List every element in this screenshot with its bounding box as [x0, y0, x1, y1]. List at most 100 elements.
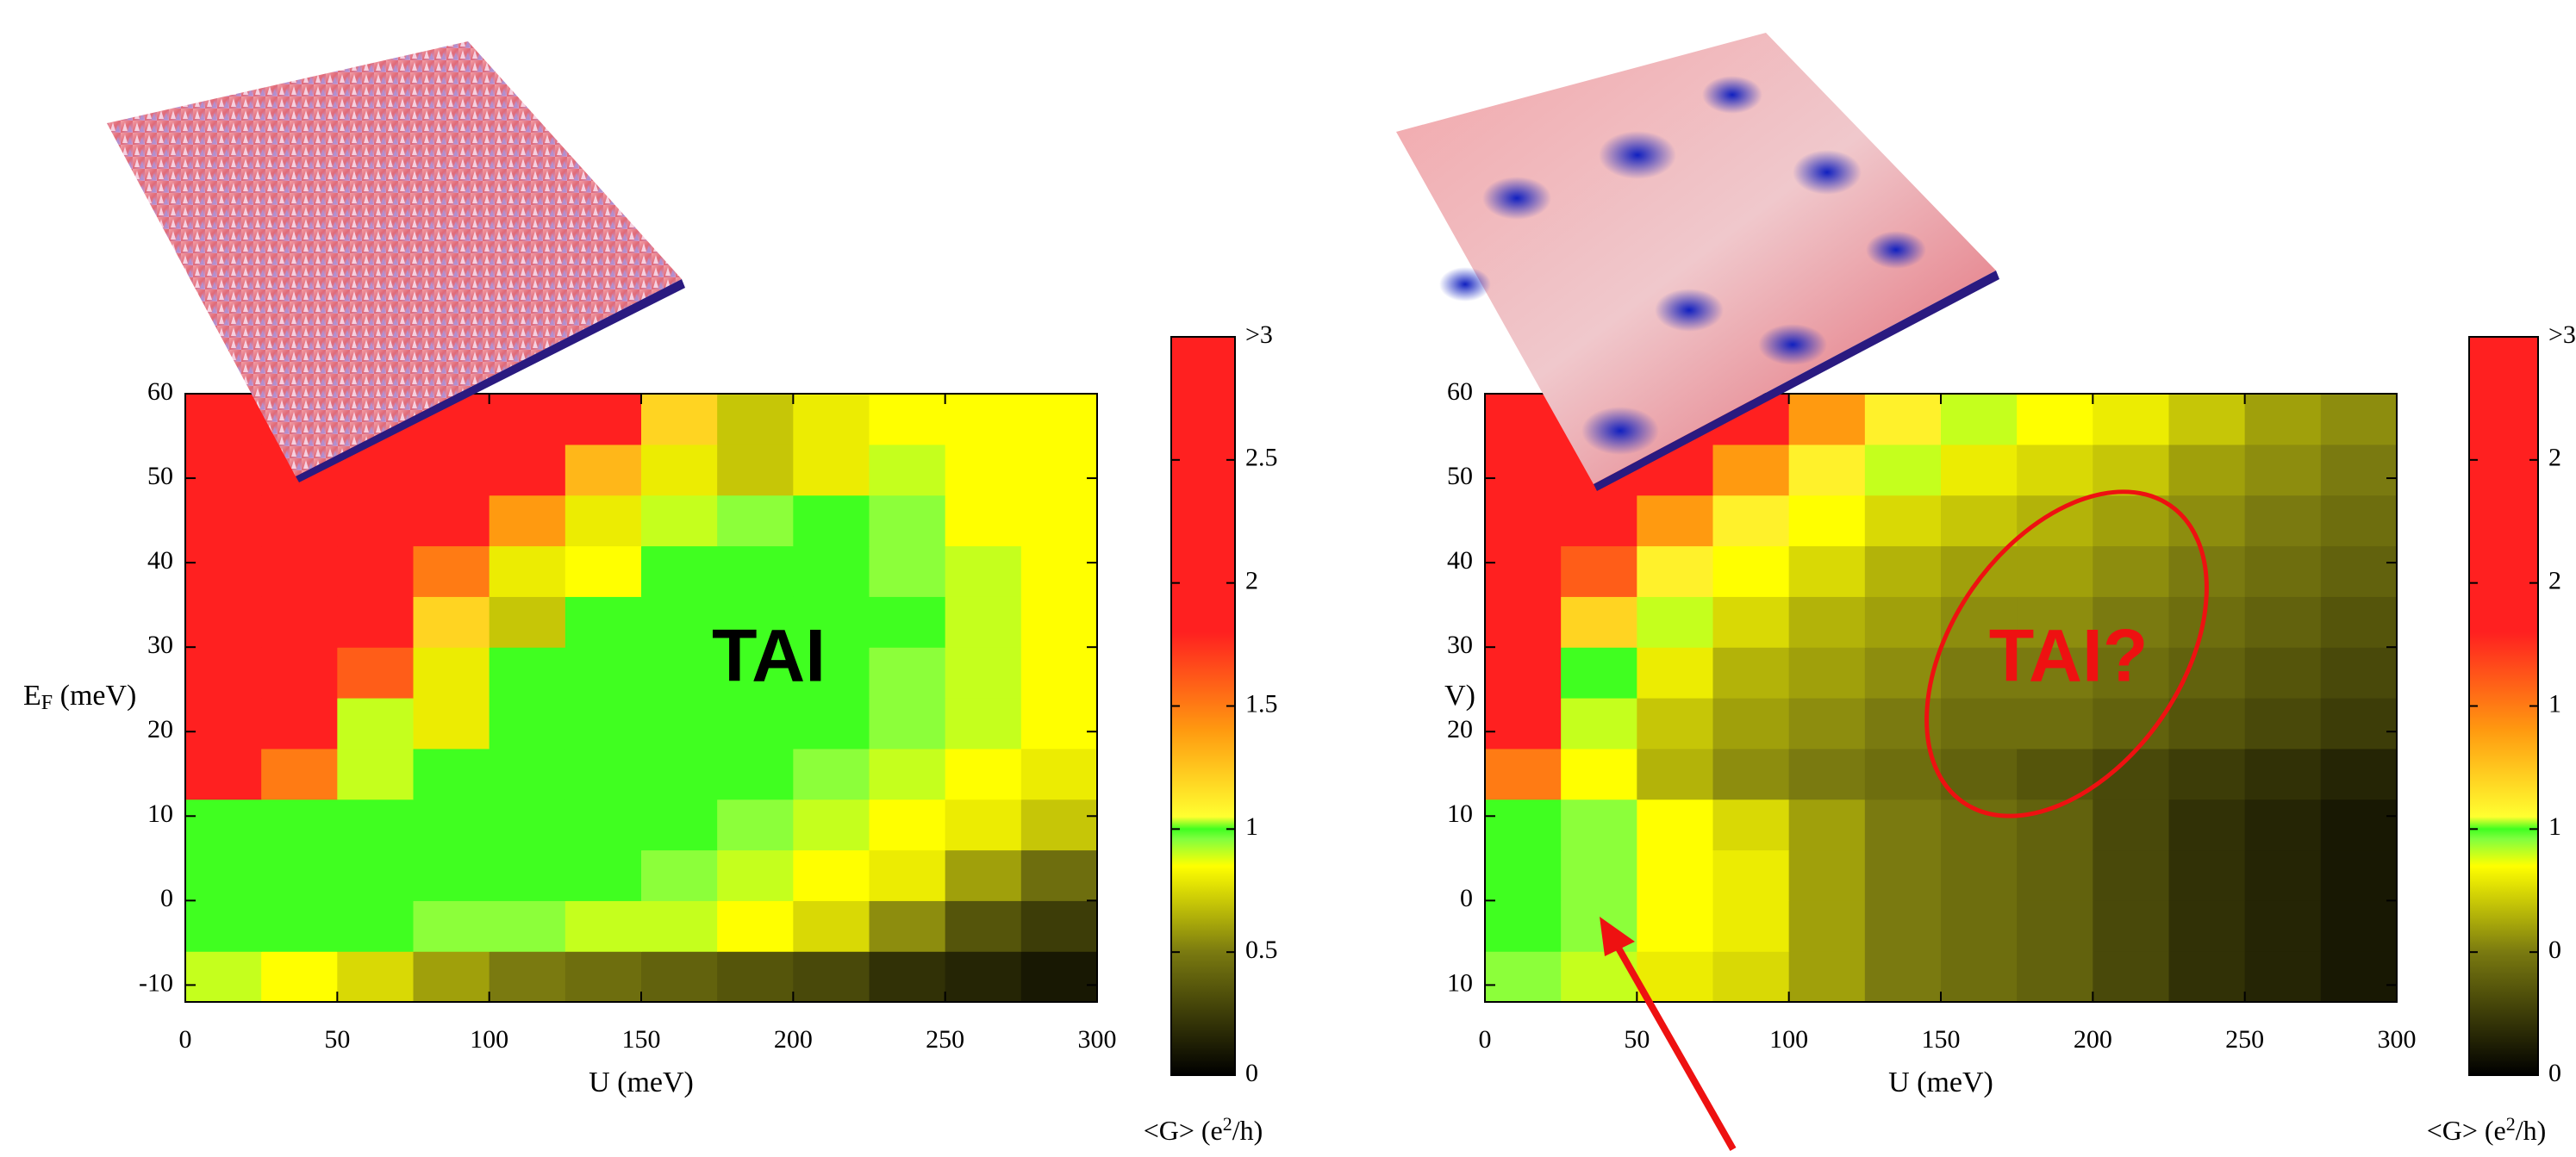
colorbar-tick-label: 2	[1245, 567, 1258, 595]
heat-cell	[2093, 951, 2169, 1002]
y-tick-label: 60	[147, 377, 173, 406]
heat-cell	[414, 698, 490, 749]
heat-cell	[185, 749, 262, 799]
heat-cell	[1637, 799, 1713, 850]
heat-cell	[565, 647, 642, 698]
heat-cell	[1941, 799, 2018, 850]
heat-cell	[1561, 749, 1637, 799]
heat-cell	[1485, 495, 1562, 546]
heat-cell	[2245, 596, 2322, 647]
annotation: TAI	[712, 615, 826, 698]
heat-cell	[490, 698, 566, 749]
heat-cell	[1021, 495, 1098, 546]
heat-cell	[2093, 850, 2169, 901]
heat-cell	[337, 596, 414, 647]
heat-cell	[870, 951, 946, 1002]
heat-cell	[641, 596, 718, 647]
heat-cell	[2245, 951, 2322, 1002]
heat-cell	[1865, 546, 1942, 597]
heat-cell	[1637, 546, 1713, 597]
heat-cell	[565, 445, 642, 495]
heat-cell	[1789, 495, 1866, 546]
heat-cell	[641, 546, 718, 597]
y-axis-label-part: (meV)	[53, 680, 136, 712]
heat-cell	[2017, 850, 2093, 901]
colorbar-tick-label: 1	[2548, 812, 2561, 841]
heat-cell	[1485, 445, 1562, 495]
x-tick-label: 100	[470, 1025, 508, 1054]
colorbar-tick-label: 0	[2548, 1059, 2561, 1087]
colorbar-label-part: /h)	[2516, 1115, 2547, 1146]
heat-cell	[1485, 546, 1562, 597]
heat-cell	[793, 799, 870, 850]
heat-cell	[2017, 951, 2093, 1002]
y-tick-label: 10	[1447, 799, 1473, 828]
heat-cell	[870, 749, 946, 799]
heat-cell	[414, 596, 490, 647]
colorbar	[1171, 337, 1235, 1075]
y-tick-label: 10	[1447, 968, 1473, 997]
colorbar-label: <G> (e2/h)	[2427, 1113, 2547, 1146]
x-tick-label: 0	[1479, 1025, 1492, 1054]
heat-cell	[1865, 951, 1942, 1002]
heat-cell	[870, 546, 946, 597]
heat-cell	[945, 394, 1022, 445]
heat-cell	[185, 698, 262, 749]
colorbar-label: <G> (e2/h)	[1144, 1113, 1263, 1146]
heat-cell	[870, 850, 946, 901]
heat-cell	[414, 850, 490, 901]
heat-cell	[1789, 394, 1866, 445]
x-tick-label: 50	[324, 1025, 350, 1054]
heat-cell	[261, 647, 338, 698]
heat-cell	[1561, 698, 1637, 749]
heat-cell	[1789, 596, 1866, 647]
heat-cell	[1789, 647, 1866, 698]
annotation: TAI?	[1989, 615, 2149, 698]
heat-cell	[1561, 850, 1637, 901]
heat-cell	[1941, 951, 2018, 1002]
y-tick-label: 40	[147, 546, 173, 575]
heat-cell	[2245, 749, 2322, 799]
figure: 050100150200250300-100102030405060U (meV…	[0, 0, 2576, 1157]
heat-cell	[337, 698, 414, 749]
heat-cell	[1485, 850, 1562, 901]
heat-cell	[641, 850, 718, 901]
heat-cell	[1789, 546, 1866, 597]
colorbar-tick-label: 1.5	[1245, 689, 1278, 718]
heat-cell	[185, 900, 262, 951]
colorbar	[2469, 337, 2538, 1075]
colorbar-label-part: <G> (e	[2427, 1115, 2506, 1146]
heat-cell	[185, 799, 262, 850]
heat-cell	[1637, 749, 1713, 799]
x-tick-label: 300	[2378, 1025, 2417, 1054]
heat-cell	[185, 596, 262, 647]
heat-cell	[1713, 799, 1790, 850]
heat-cell	[1713, 749, 1790, 799]
heat-cell	[1485, 647, 1562, 698]
heat-cell	[717, 546, 794, 597]
heat-cell	[261, 749, 338, 799]
heat-cell	[1561, 596, 1637, 647]
heat-cell	[717, 799, 794, 850]
colorbar-label-part: 2	[2506, 1113, 2516, 1135]
heat-cell	[2093, 799, 2169, 850]
heat-cell	[1485, 596, 1562, 647]
heat-cell	[2093, 394, 2169, 445]
heat-cell	[565, 546, 642, 597]
heat-cell	[717, 394, 794, 445]
heat-cell	[1713, 698, 1790, 749]
heat-cell	[1021, 799, 1098, 850]
heat-cell	[1789, 749, 1866, 799]
heat-cell	[1865, 394, 1942, 445]
y-axis-label-part: E	[23, 680, 41, 712]
heat-cell	[1021, 445, 1098, 495]
plots: 050100150200250300-100102030405060U (meV…	[23, 320, 2576, 1146]
y-tick-label: 50	[1447, 462, 1473, 490]
x-tick-label: 150	[1922, 1025, 1961, 1054]
heat-cell	[870, 698, 946, 749]
heat-cell	[2245, 850, 2322, 901]
y-tick-label: 50	[147, 462, 173, 490]
heat-cell	[717, 951, 794, 1002]
heat-cell	[2321, 495, 2398, 546]
x-tick-label: 150	[622, 1025, 661, 1054]
